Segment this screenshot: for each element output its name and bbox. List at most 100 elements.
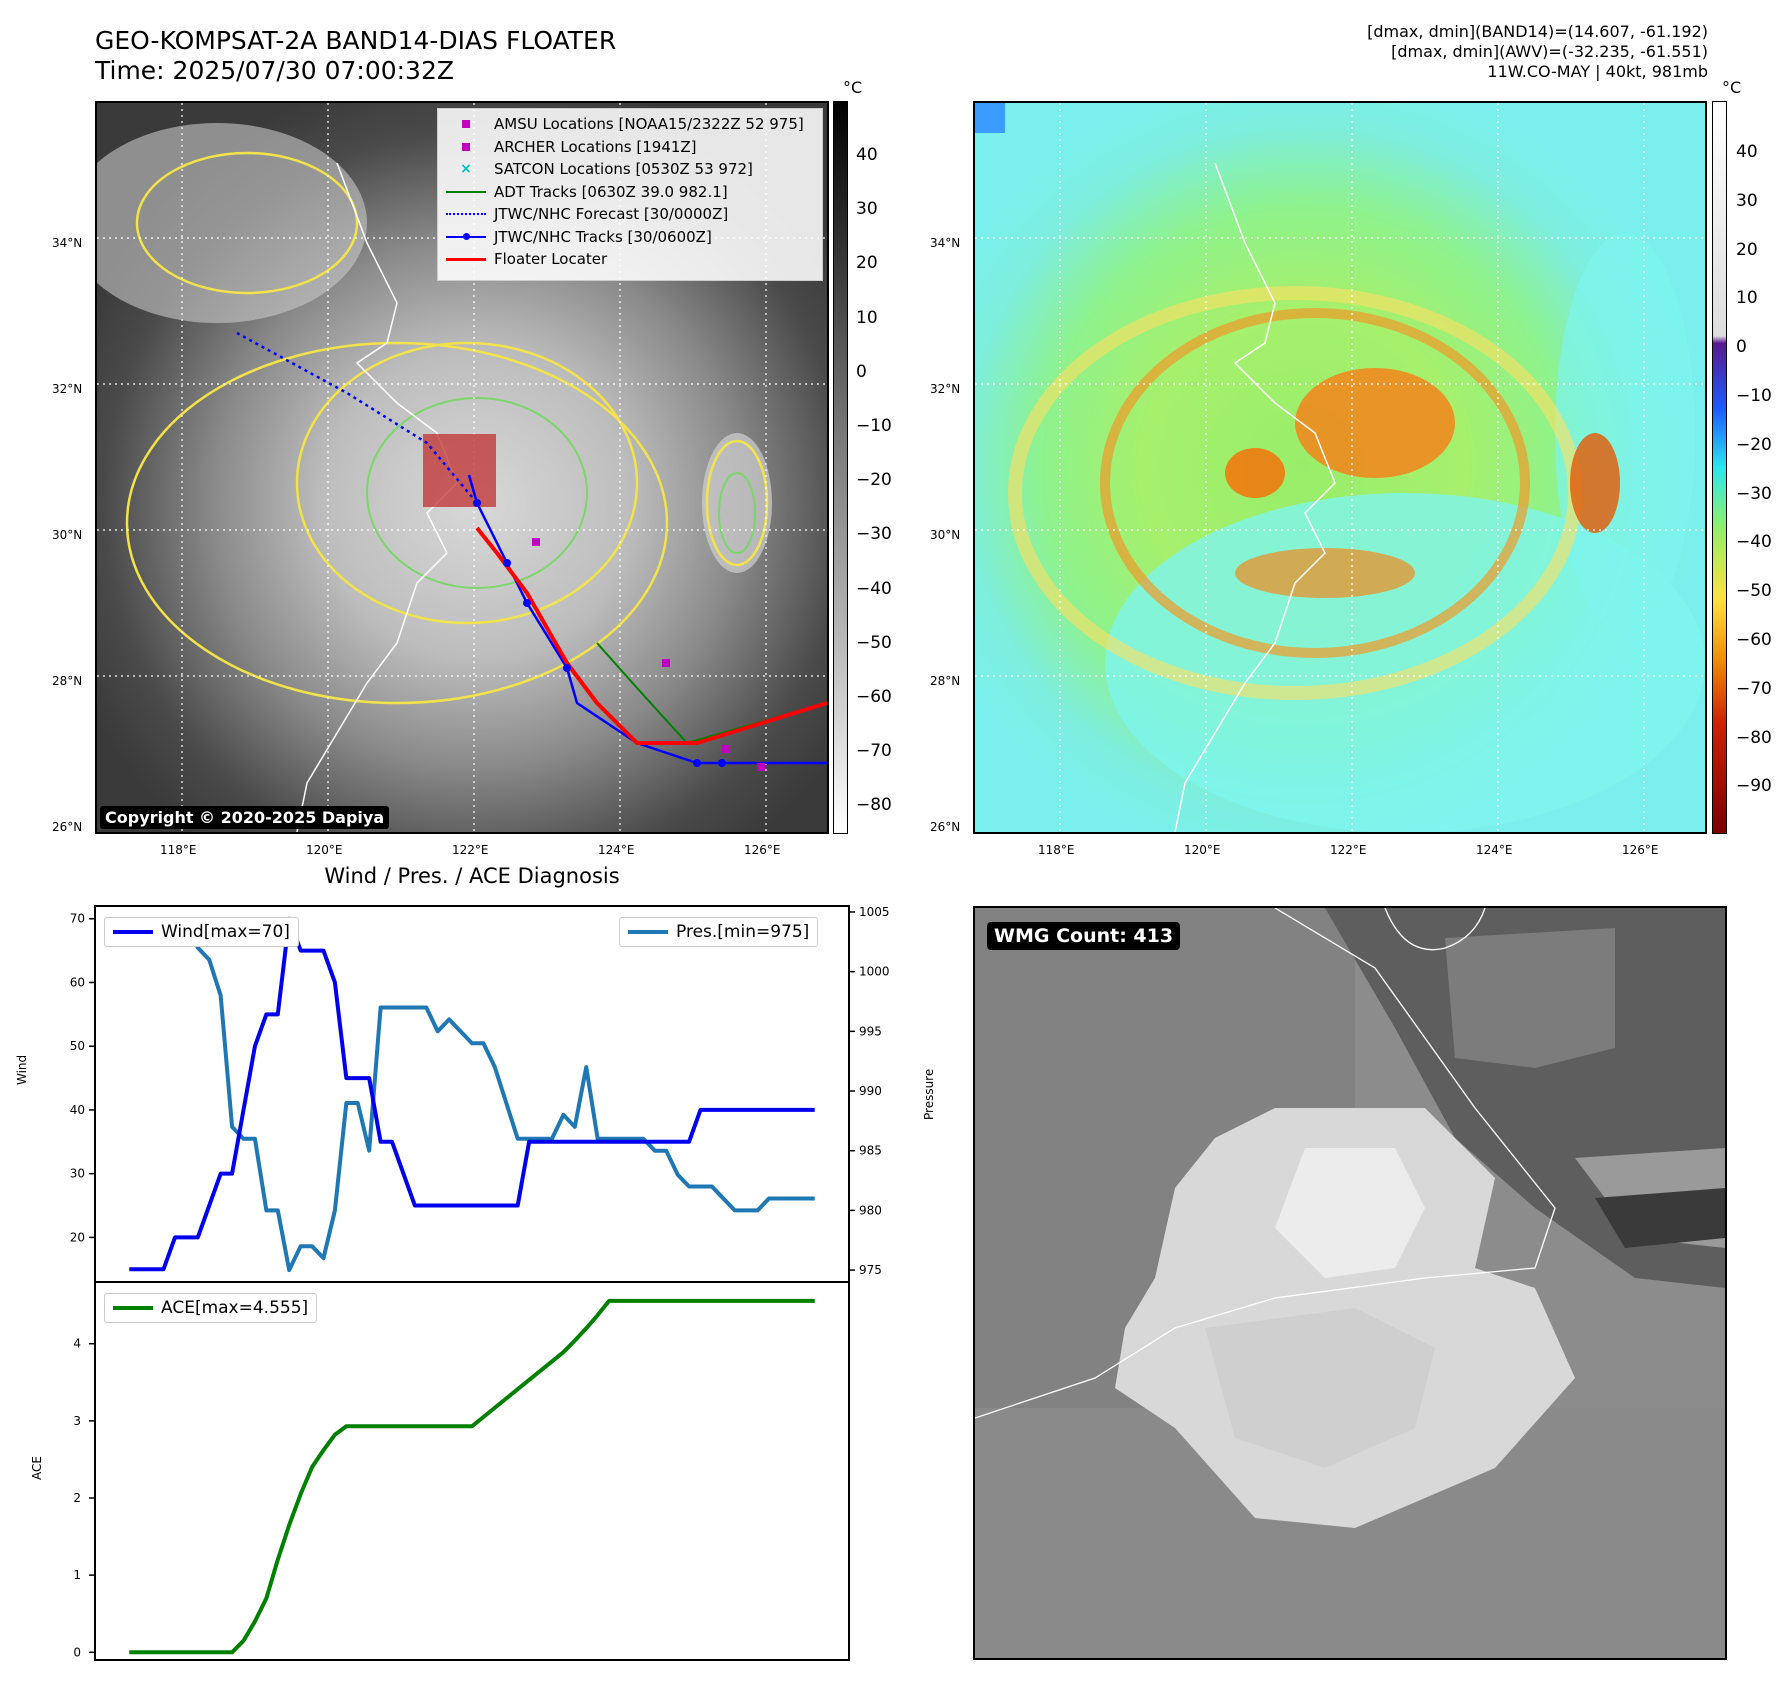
pressure-tick-label: 985 (859, 1144, 882, 1158)
colorbar1-tick: −20 (856, 470, 892, 491)
wmg-count-badge: WMG Count: 413 (987, 922, 1181, 950)
lon-tick-label: 120°E (1184, 843, 1221, 857)
colorbar2-tick: −60 (1736, 630, 1772, 650)
wind-legend-label: Wind[max=70] (161, 922, 290, 942)
legend-item: Floater Locater (446, 248, 814, 271)
colorbar2-tick: −70 (1736, 678, 1772, 699)
ir-map-panel: AMSU Locations [NOAA15/2322Z 52 975] ARC… (95, 101, 829, 834)
legend-item: ARCHER Locations [1941Z] (446, 136, 814, 159)
wind-tick-label: 20 (70, 1230, 85, 1244)
colorbar2-tick: 40 (1736, 142, 1758, 162)
awv-map-panel (973, 101, 1707, 834)
title-line1: GEO-KOMPSAT-2A BAND14-DIAS FLOATER (95, 26, 617, 55)
lat-tick-label: 26°N (52, 820, 83, 834)
colorbar1-tick: 0 (856, 361, 867, 382)
lon-tick-label: 124°E (1476, 843, 1513, 857)
colorbar1-tick: −30 (856, 524, 892, 545)
stats-line1: [dmax, dmin](BAND14)=(14.607, -61.192) (1367, 22, 1708, 41)
pressure-tick-label: 1000 (859, 965, 890, 979)
pressure-tick-label: 995 (859, 1024, 882, 1038)
lat-tick-label: 32°N (930, 382, 961, 396)
lon-tick-label: 126°E (744, 843, 781, 857)
wind-tick-label: 50 (70, 1039, 85, 1053)
ace-legend: ACE[max=4.555] (104, 1293, 318, 1323)
lat-tick-label: 28°N (52, 674, 83, 688)
wind-tick-label: 70 (70, 912, 85, 926)
cross-marker-icon: × (460, 161, 472, 178)
colorbar1-tick: −80 (856, 795, 892, 816)
wind-tick-label: 60 (70, 975, 85, 989)
legend-item: JTWC/NHC Forecast [30/0000Z] (446, 203, 814, 226)
lat-tick-label: 30°N (52, 528, 83, 542)
colorbar2-tick: −90 (1736, 776, 1772, 797)
colorbar2-tick: −50 (1736, 581, 1772, 602)
lon-tick-label: 122°E (1330, 843, 1367, 857)
legend-label: AMSU Locations [NOAA15/2322Z 52 975] (494, 115, 804, 134)
lon-tick-label: 122°E (452, 843, 489, 857)
ace-tick-label: 4 (73, 1337, 81, 1351)
wmg-panel: WMG Count: 413 (973, 906, 1727, 1660)
legend-item: × SATCON Locations [0530Z 53 972] (446, 158, 814, 181)
colorbar1-tick: −60 (856, 687, 892, 707)
ace-tick-label: 3 (73, 1414, 81, 1428)
diagnosis-title: Wind / Pres. / ACE Diagnosis (324, 864, 620, 888)
colorbar1-tick: 20 (856, 253, 878, 274)
legend-label: SATCON Locations [0530Z 53 972] (494, 160, 753, 179)
legend-item: JTWC/NHC Tracks [30/0600Z] (446, 226, 814, 249)
pressure-tick-label: 990 (859, 1084, 882, 1098)
ace-series-line (129, 1298, 815, 1655)
ace-tick-label: 1 (73, 1568, 81, 1582)
dotted-line-icon (446, 207, 486, 221)
colorbar2 (1712, 101, 1727, 834)
colorbar1-tick: −50 (856, 632, 892, 653)
legend-label: ADT Tracks [0630Z 39.0 982.1] (494, 182, 728, 201)
colorbar2-tick: −80 (1736, 727, 1772, 748)
lat-tick-label: 30°N (930, 528, 961, 542)
wind-tick-label: 40 (70, 1103, 85, 1117)
line-dot-icon (446, 230, 486, 244)
pressure-tick-label: 980 (859, 1203, 882, 1217)
ace-tick-label: 2 (73, 1491, 81, 1505)
colorbar1-unit: °C (843, 78, 863, 97)
legend-item: ADT Tracks [0630Z 39.0 982.1] (446, 181, 814, 204)
floater-box (423, 434, 496, 507)
colorbar2-tick: 0 (1736, 337, 1747, 358)
colorbar1-tick: −10 (856, 416, 892, 436)
legend-label: Floater Locater (494, 250, 608, 269)
colorbar1-tick: 30 (856, 199, 878, 220)
lon-tick-label: 124°E (598, 843, 635, 857)
line-icon (446, 252, 486, 266)
legend-label: ARCHER Locations [1941Z] (494, 137, 697, 156)
pressure-legend: Pres.[min=975] (619, 917, 819, 947)
colorbar2-tick: −20 (1736, 434, 1772, 455)
lat-tick-label: 26°N (930, 820, 961, 834)
figure-title: GEO-KOMPSAT-2A BAND14-DIAS FLOATER Time:… (95, 26, 616, 86)
legend-label: JTWC/NHC Forecast [30/0000Z] (494, 205, 729, 224)
lat-tick-label: 28°N (930, 674, 961, 688)
colorbar1-tick: −70 (856, 741, 892, 762)
colorbar2-tick: 20 (1736, 239, 1758, 260)
lat-tick-label: 34°N (52, 236, 83, 250)
stats-line3: 11W.CO-MAY | 40kt, 981mb (1487, 62, 1708, 81)
lon-tick-label: 126°E (1622, 843, 1659, 857)
colorbar2-tick: −40 (1736, 532, 1772, 553)
lon-tick-label: 118°E (160, 843, 197, 857)
colorbar2-unit: °C (1722, 78, 1742, 97)
copyright-label: Copyright © 2020-2025 Dapiya (100, 806, 390, 829)
lat-tick-label: 32°N (52, 382, 83, 396)
colorbar2-tick: 30 (1736, 190, 1758, 211)
ace-legend-line-icon (113, 1306, 153, 1310)
wind-tick-label: 30 (70, 1167, 85, 1181)
pressure-legend-label: Pres.[min=975] (676, 922, 810, 942)
lon-tick-label: 120°E (306, 843, 343, 857)
map-legend: AMSU Locations [NOAA15/2322Z 52 975] ARC… (437, 108, 823, 281)
pressure-series-line (129, 921, 815, 1273)
colorbar2-tick: −10 (1736, 386, 1772, 406)
wmg-image (975, 908, 1725, 1658)
ace-frame (94, 1281, 850, 1661)
stats-header: [dmax, dmin](BAND14)=(14.607, -61.192) [… (1367, 22, 1708, 82)
pressure-legend-line-icon (628, 930, 668, 934)
pressure-tick-label: 1005 (859, 905, 890, 919)
colorbar1-tick: 40 (856, 145, 878, 165)
